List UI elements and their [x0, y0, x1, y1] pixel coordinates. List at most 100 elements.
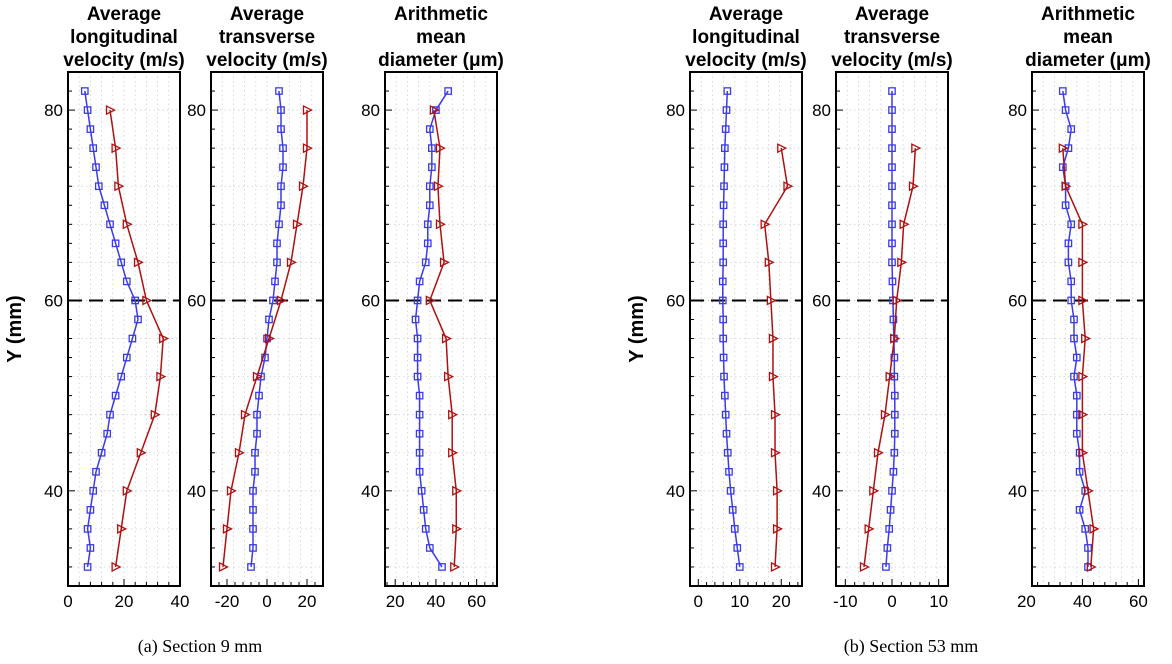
data-point-square: [721, 125, 730, 133]
data-point-square: [83, 106, 92, 114]
data-point-square: [279, 144, 287, 152]
series-line-red: [863, 148, 917, 568]
data-point-triangle: [768, 333, 779, 344]
x-tick-label: 10: [929, 592, 948, 611]
data-point-square: [251, 448, 259, 457]
data-point-square: [1064, 239, 1073, 248]
x-tick-label: -10: [833, 592, 858, 611]
data-point-square: [888, 125, 896, 133]
series-line-red: [109, 109, 164, 568]
data-point-square: [128, 334, 137, 343]
data-point-triangle: [264, 333, 275, 344]
data-point-triangle: [448, 447, 459, 458]
data-point-triangle: [122, 485, 133, 496]
data-point-square: [888, 144, 896, 152]
data-point-square: [438, 563, 446, 571]
data-point-square: [888, 239, 896, 248]
data-point-square: [249, 525, 257, 533]
y-tick-label: 60: [44, 291, 63, 310]
y-axis-label: Y (mm): [4, 295, 26, 362]
data-point-square: [89, 486, 98, 495]
data-point-square: [890, 391, 899, 400]
data-point-square: [720, 372, 728, 381]
data-point-square: [279, 163, 287, 172]
data-point-triangle: [105, 105, 116, 116]
data-point-square: [722, 106, 731, 114]
data-point-triangle: [899, 219, 910, 230]
data-point-square: [1064, 258, 1073, 267]
data-point-square: [415, 277, 424, 286]
data-point-square: [86, 544, 95, 552]
data-point-square: [419, 506, 428, 514]
panel-title-line: velocity (m/s): [831, 50, 952, 71]
data-point-triangle: [117, 523, 128, 534]
data-point-square: [134, 315, 142, 324]
data-point-triangle: [452, 523, 463, 534]
data-point-square: [423, 239, 432, 248]
data-point-square: [413, 334, 422, 343]
data-point-square: [277, 182, 285, 191]
data-point-square: [83, 563, 92, 571]
data-point-square: [1072, 353, 1081, 362]
panel-title-line: transverse: [219, 27, 315, 48]
panel-title-line: velocity (m/s): [206, 50, 327, 71]
data-point-triangle: [150, 409, 161, 420]
data-point-square: [277, 201, 285, 210]
y-tick-label: 80: [361, 101, 380, 120]
data-point-square: [117, 372, 126, 381]
data-point-square: [1070, 315, 1078, 324]
data-point-triangle: [770, 561, 781, 573]
data-point-square: [1067, 220, 1076, 229]
panel-title-line: Average: [230, 4, 304, 25]
data-point-square: [261, 353, 269, 362]
y-tick-label: 80: [1008, 101, 1027, 120]
data-point-square: [92, 467, 100, 476]
y-tick-label: 60: [1008, 291, 1027, 310]
data-point-square: [1067, 296, 1076, 305]
data-point-square: [890, 410, 899, 419]
data-point-square: [92, 163, 100, 172]
y-tick-label: 40: [361, 482, 380, 501]
y-tick-label: 80: [812, 101, 831, 120]
data-point-triangle: [122, 219, 133, 230]
x-tick-label: 40: [1073, 592, 1092, 611]
y-tick-label: 40: [44, 482, 63, 501]
data-point-triangle: [1086, 561, 1097, 573]
y-tick-label: 60: [812, 291, 831, 310]
y-tick-label: 60: [187, 291, 206, 310]
figure-caption: (b) Section 53 mm: [844, 636, 978, 657]
data-point-square: [80, 87, 89, 95]
data-point-triangle: [1083, 485, 1094, 496]
panel-title-line: diameter (μm): [378, 50, 504, 71]
data-point-triangle: [133, 257, 144, 268]
data-point-square: [106, 410, 114, 419]
data-point-square: [889, 315, 898, 324]
data-point-square: [253, 429, 261, 438]
data-point-triangle: [869, 485, 880, 496]
data-point-triangle: [443, 371, 455, 382]
data-point-square: [415, 448, 424, 457]
data-point-triangle: [218, 561, 229, 573]
data-point-triangle: [897, 257, 908, 268]
data-point-triangle: [111, 561, 122, 573]
data-point-triangle: [435, 219, 446, 230]
data-point-square: [425, 544, 434, 552]
data-point-square: [444, 87, 452, 95]
data-point-square: [415, 467, 424, 476]
x-tick-label: 20: [115, 592, 134, 611]
data-point-square: [723, 87, 732, 95]
y-tick-label: 40: [187, 482, 206, 501]
panel-title-line: velocity (m/s): [63, 50, 184, 71]
data-point-square: [1061, 201, 1070, 210]
data-point-square: [726, 486, 735, 495]
data-point-triangle: [142, 295, 153, 306]
data-point-triangle: [435, 143, 446, 154]
data-point-square: [411, 315, 420, 324]
data-point-triangle: [222, 523, 233, 534]
panel-title-line: Arithmetic: [1041, 4, 1135, 25]
data-point-square: [117, 258, 126, 267]
data-point-square: [273, 258, 281, 267]
